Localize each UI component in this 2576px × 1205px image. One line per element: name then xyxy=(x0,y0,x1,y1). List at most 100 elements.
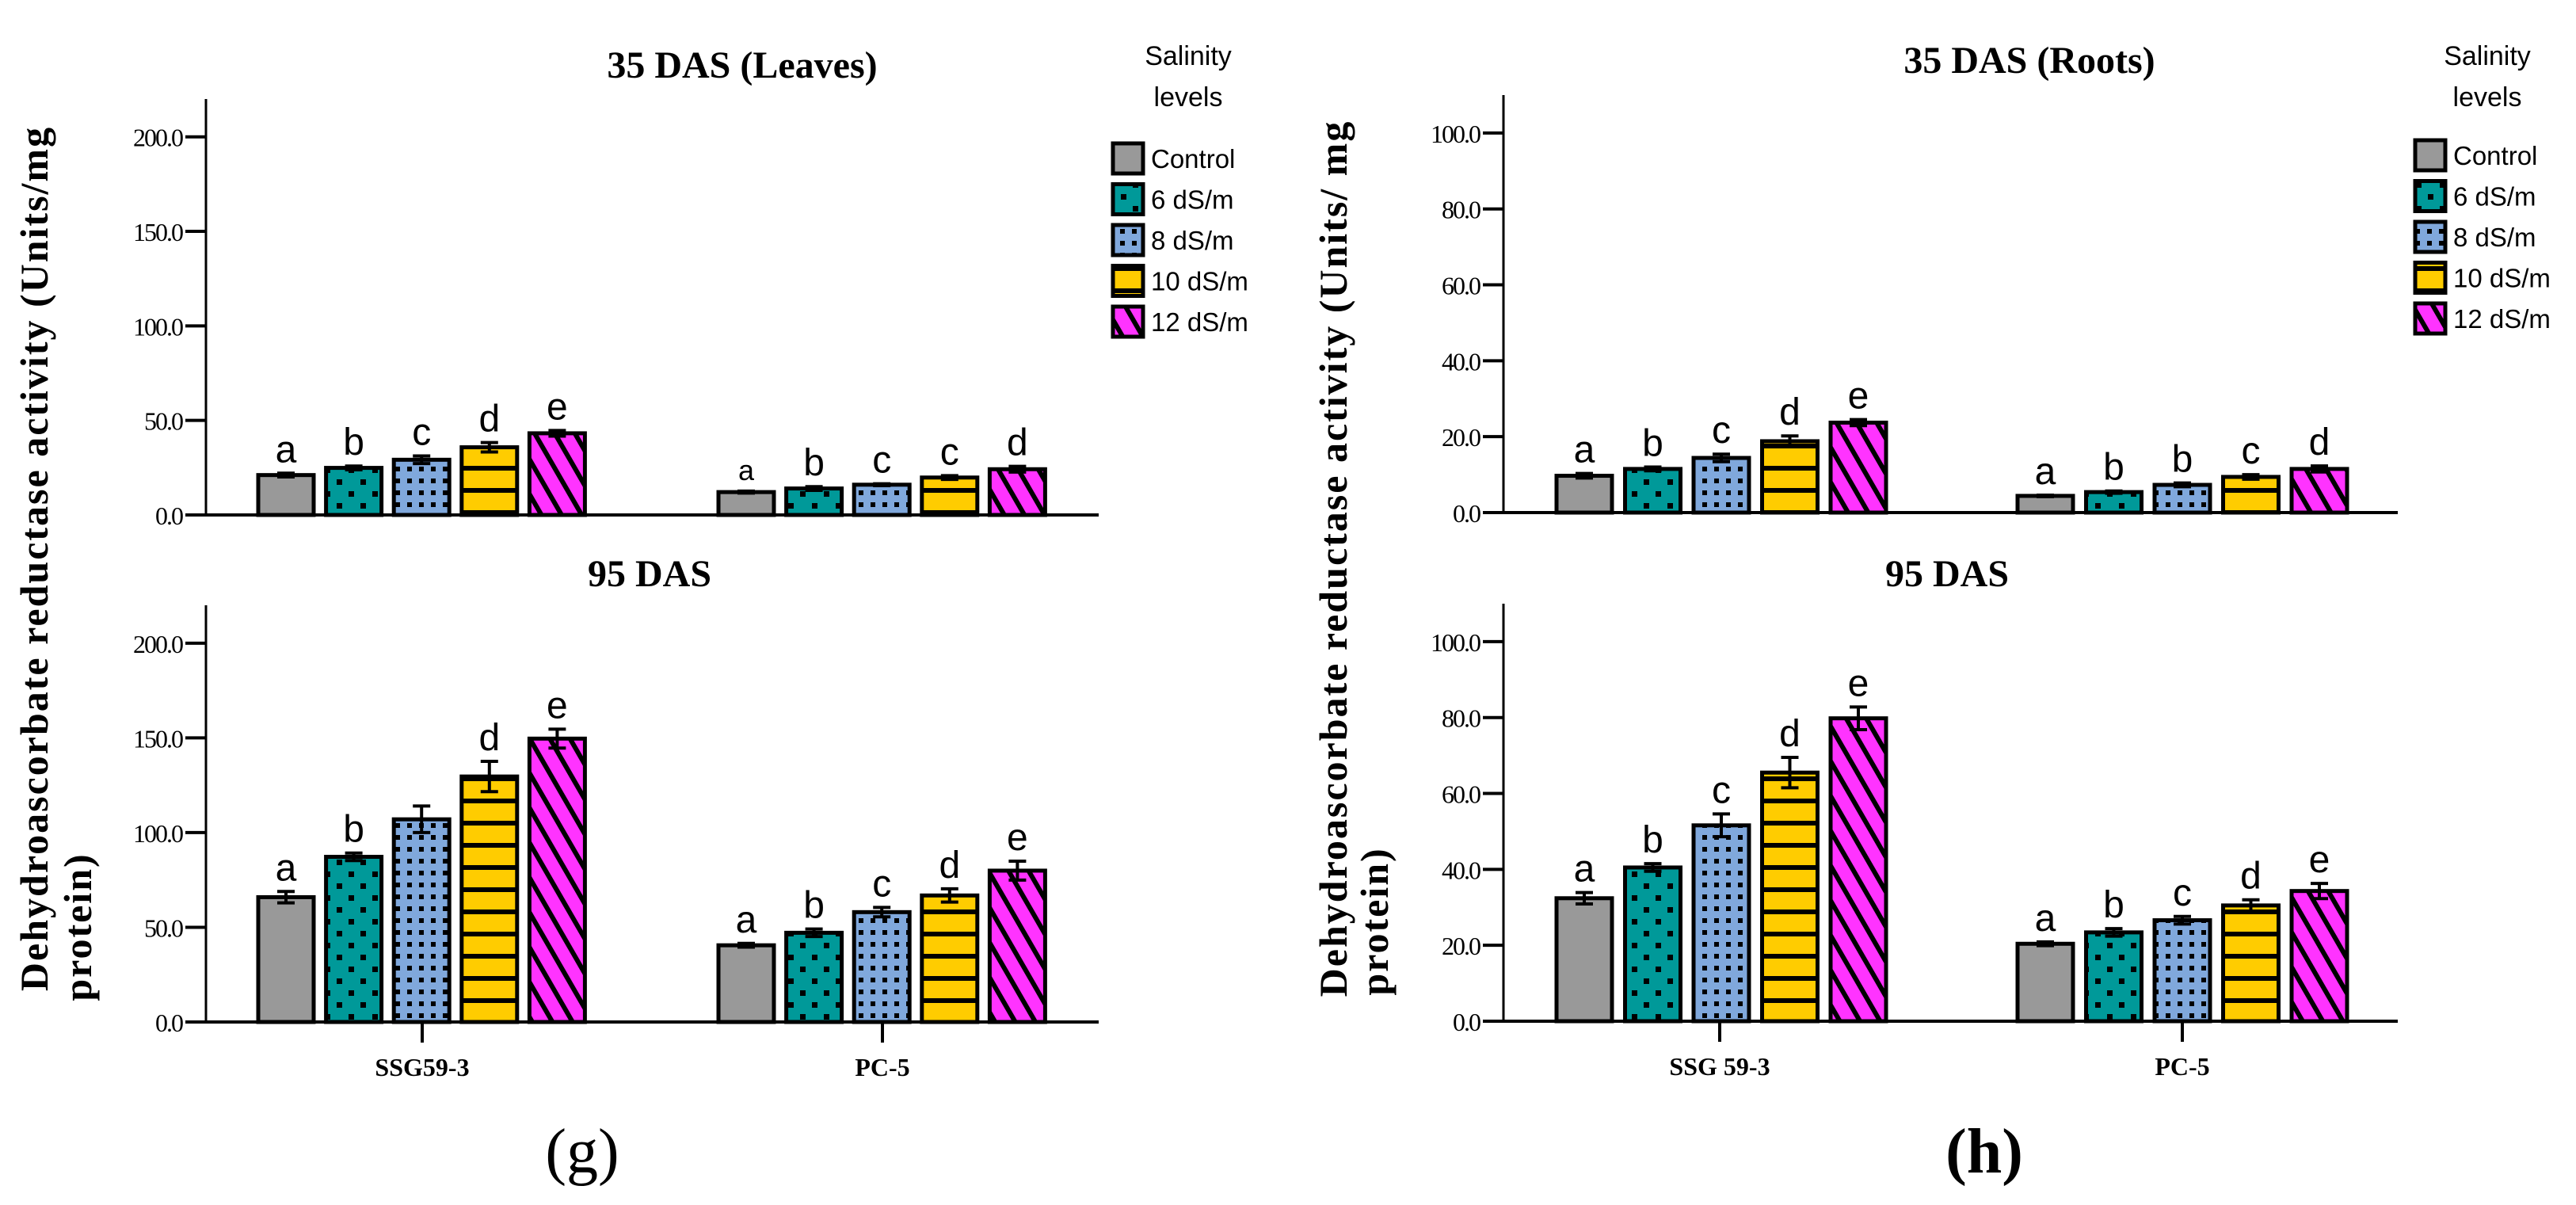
bar-8-ds-m-ssg-59-3 xyxy=(1691,456,1751,515)
y-tick-label: 20.0 xyxy=(1442,423,1480,452)
bar-8-ds-m-ssg-59-3 xyxy=(1691,823,1751,1024)
significance-letter: a xyxy=(736,899,757,941)
y-tick-label: 0.0 xyxy=(155,1009,183,1037)
y-tick-label: 200.0 xyxy=(133,630,183,658)
legend-swatch xyxy=(2413,138,2448,173)
legend-title: Salinity xyxy=(2444,41,2531,71)
significance-letter: a xyxy=(1574,429,1595,471)
bar-10-ds-m-pc-5 xyxy=(2221,475,2281,515)
bar-8-ds-m-pc-5 xyxy=(852,482,912,517)
significance-letter: b xyxy=(1642,819,1663,861)
legend-swatch xyxy=(1111,304,1145,339)
significance-letter: a xyxy=(738,454,755,486)
y-tick-label: 0.0 xyxy=(155,501,183,530)
legend-title: levels xyxy=(1154,82,1223,112)
significance-letter: d xyxy=(1779,713,1801,755)
chart-3: 35 DAS (Roots) 0.0 20.0 40.0 60.0 80.0 100.0 a a… xyxy=(1431,40,2398,528)
legend-swatch xyxy=(2413,179,2448,213)
bar-10-ds-m-pc-5 xyxy=(920,893,980,1024)
significance-letter: b xyxy=(803,442,825,484)
bar-6-ds-m-pc-5 xyxy=(2084,490,2143,515)
significance-letter: d xyxy=(939,845,960,887)
significance-letter: c xyxy=(940,431,959,473)
y-tick-label: 50.0 xyxy=(144,407,183,436)
legend-swatch xyxy=(2413,219,2448,254)
significance-letter: b xyxy=(2172,439,2193,481)
bar-12-ds-m-ssg59-3 xyxy=(527,431,587,517)
bar-control-pc-5 xyxy=(716,943,776,1024)
significance-letter: e xyxy=(1007,817,1028,859)
x-tick-label: SSG 59-3 xyxy=(1669,1052,1770,1081)
bar-10-ds-m-ssg59-3 xyxy=(459,774,520,1024)
bar-control-pc-5 xyxy=(2015,941,2075,1024)
y-tick-label: 150.0 xyxy=(133,724,183,753)
y-tick-label: 200.0 xyxy=(133,124,183,152)
x-tick-label: SSG59-3 xyxy=(375,1053,469,1081)
y-tick-label: 100.0 xyxy=(1431,120,1480,148)
legend-item-label: 10 dS/m xyxy=(1151,267,1248,296)
bar-12-ds-m-ssg-59-3 xyxy=(1828,420,1888,515)
y-axis-label: Dehydroascorbate reductase activity (Uni… xyxy=(12,126,100,1001)
legend-swatch xyxy=(1111,141,1145,176)
y-tick-label: 40.0 xyxy=(1442,856,1480,884)
y-tick-label: 50.0 xyxy=(144,913,183,942)
bar-6-ds-m-ssg-59-3 xyxy=(1623,467,1682,515)
bar-8-ds-m-ssg59-3 xyxy=(391,457,452,517)
bar-10-ds-m-pc-5 xyxy=(2221,903,2281,1024)
y-tick-label: 20.0 xyxy=(1442,932,1480,960)
bar-8-ds-m-ssg59-3 xyxy=(391,817,452,1024)
bar-12-ds-m-ssg-59-3 xyxy=(1828,716,1888,1024)
y-tick-label: 60.0 xyxy=(1442,272,1480,300)
significance-letter: d xyxy=(2309,421,2330,463)
bar-6-ds-m-pc-5 xyxy=(784,930,844,1024)
bar-12-ds-m-pc-5 xyxy=(2289,467,2349,515)
y-tick-label: 80.0 xyxy=(1442,704,1480,733)
y-tick-label: 0.0 xyxy=(1453,1008,1480,1036)
y-tick-label: 0.0 xyxy=(1453,499,1480,528)
x-tick-label: PC-5 xyxy=(2155,1052,2209,1081)
significance-letter: d xyxy=(478,717,500,759)
legend-item-label: 6 dS/m xyxy=(2453,182,2536,212)
panel-label-g: (g) xyxy=(545,1117,619,1187)
y-axis-label-line: Dehydroascorbate reductase activity (Uni… xyxy=(1311,120,1355,997)
significance-letter: b xyxy=(2103,884,2124,926)
significance-letter: d xyxy=(478,398,500,440)
significance-letter: c xyxy=(412,412,431,454)
significance-letter: e xyxy=(547,386,568,428)
bar-10-ds-m-ssg-59-3 xyxy=(1760,439,1820,515)
bar-12-ds-m-pc-5 xyxy=(2289,889,2349,1024)
significance-letter: b xyxy=(1642,423,1663,465)
bar-8-ds-m-pc-5 xyxy=(852,909,912,1024)
panel-label-h: (h) xyxy=(1945,1117,2023,1187)
significance-letter: a xyxy=(276,847,297,889)
significance-letter: b xyxy=(343,421,364,463)
bar-6-ds-m-pc-5 xyxy=(784,486,844,517)
y-tick-label: 100.0 xyxy=(133,312,183,341)
bar-6-ds-m-ssg59-3 xyxy=(324,466,384,517)
y-axis-label: Dehydroascorbate reductase activity (Uni… xyxy=(1311,120,1397,997)
legend-item-label: 6 dS/m xyxy=(1151,185,1234,215)
significance-letter: a xyxy=(1574,848,1595,890)
y-axis-label-line: Dehydroascorbate reductase activity (Uni… xyxy=(12,126,56,991)
legend-item-label: Control xyxy=(2453,141,2537,170)
bar-control-ssg59-3 xyxy=(256,894,316,1024)
chart-title: 95 DAS xyxy=(1885,553,2009,595)
bar-6-ds-m-pc-5 xyxy=(2084,930,2143,1024)
legend-item-label: 12 dS/m xyxy=(2453,304,2551,334)
bar-12-ds-m-pc-5 xyxy=(987,868,1047,1024)
chart-title: 95 DAS xyxy=(588,553,711,595)
legend-item-label: 12 dS/m xyxy=(1151,307,1248,337)
chart-1: 35 DAS (Leaves) 0.0 50.0 100.0 150.0 200.0 a a b… xyxy=(133,44,1099,530)
legend-swatch xyxy=(1111,182,1145,216)
bar-10-ds-m-ssg-59-3 xyxy=(1760,770,1820,1024)
bar-10-ds-m-ssg59-3 xyxy=(459,445,520,517)
significance-letter: d xyxy=(1779,391,1801,433)
significance-letter: c xyxy=(872,863,891,905)
significance-letter: a xyxy=(2035,451,2056,493)
significance-letter: c xyxy=(2242,430,2261,472)
bar-8-ds-m-pc-5 xyxy=(2152,482,2212,515)
legend: Salinity levels Control 6 dS/m 8 dS/m 10 dS/m… xyxy=(2413,41,2551,336)
y-tick-label: 40.0 xyxy=(1442,347,1480,376)
significance-letter: d xyxy=(2240,856,2262,898)
